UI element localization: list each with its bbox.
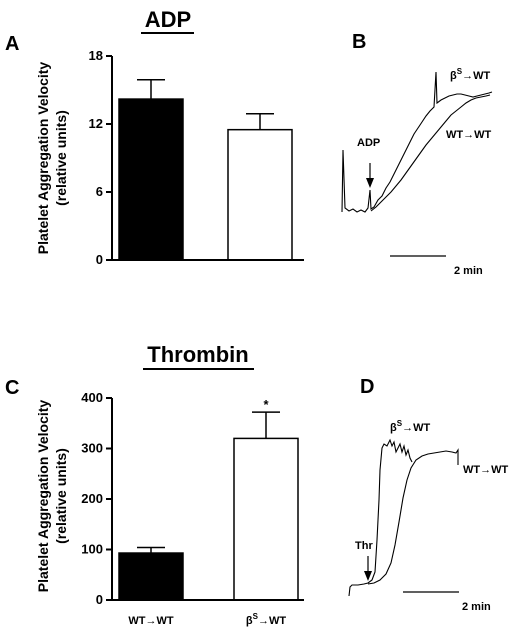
scale-label-b: 2 min <box>454 265 483 277</box>
legend-d-wt: WT→WT <box>463 464 508 476</box>
trace-b-wt <box>370 94 491 212</box>
panel-b: B ADP βS→WT WT→WT 2 min <box>341 31 493 277</box>
panel-a: A ADP Platelet Aggregation Velocity (rel… <box>5 7 304 267</box>
y-tick-label: 100 <box>81 542 103 557</box>
thr-arrow-icon <box>364 571 372 581</box>
bar-beta-s-wt <box>227 128 293 261</box>
y-tick-label: 400 <box>81 390 103 405</box>
y-tick-label: 300 <box>81 441 103 456</box>
bar-chart-a: 0 6 12 18 <box>89 48 304 267</box>
significance-marker: * <box>263 397 269 412</box>
panel-label-b: B <box>352 31 366 53</box>
y-tick-label: 0 <box>96 252 103 267</box>
panel-c: C Thrombin Platelet Aggregation Velocity… <box>5 342 304 627</box>
scale-label-d: 2 min <box>462 601 491 613</box>
x-tick-label-wt-wt: WT→WT <box>128 615 173 627</box>
bar-wt-wt <box>118 98 184 261</box>
panel-label-d: D <box>360 376 374 398</box>
bar-chart-c: 0 100 200 300 400 * WT→WT βS→WT <box>81 390 304 627</box>
y-axis-label-c-line1: Platelet Aggregation Velocity <box>35 400 51 593</box>
y-axis-label-c-line2: (relative units) <box>53 448 69 544</box>
legend-b-wt: WT→WT <box>446 129 491 141</box>
adp-arrow-icon <box>366 178 374 188</box>
trace-d-wt <box>367 448 459 585</box>
trace-d-beta-s <box>348 438 413 597</box>
y-tick-label: 200 <box>81 491 103 506</box>
marker-label-adp: ADP <box>357 137 380 149</box>
bar-beta-s-wt <box>233 437 299 601</box>
legend-d-beta-s: βS→WT <box>390 419 430 434</box>
legend-b-beta-s: βS→WT <box>450 67 490 82</box>
panel-label-a: A <box>5 33 19 55</box>
chart-title-adp: ADP <box>145 7 191 32</box>
y-tick-label: 6 <box>96 184 103 199</box>
x-tick-label-beta-s-wt: βS→WT <box>246 612 286 627</box>
y-tick-label: 18 <box>89 48 103 63</box>
panel-d: D Thr βS→WT WT→WT 2 min <box>348 376 508 613</box>
panel-label-c: C <box>5 377 19 399</box>
trace-b-beta-s <box>341 71 493 213</box>
y-tick-label: 12 <box>89 116 103 131</box>
y-axis-label-a-line1: Platelet Aggregation Velocity <box>35 62 51 255</box>
bar-wt-wt <box>118 552 184 601</box>
marker-label-thr: Thr <box>355 540 373 552</box>
chart-title-thrombin: Thrombin <box>147 342 248 367</box>
y-tick-label: 0 <box>96 592 103 607</box>
y-axis-label-a-line2: (relative units) <box>53 110 69 206</box>
